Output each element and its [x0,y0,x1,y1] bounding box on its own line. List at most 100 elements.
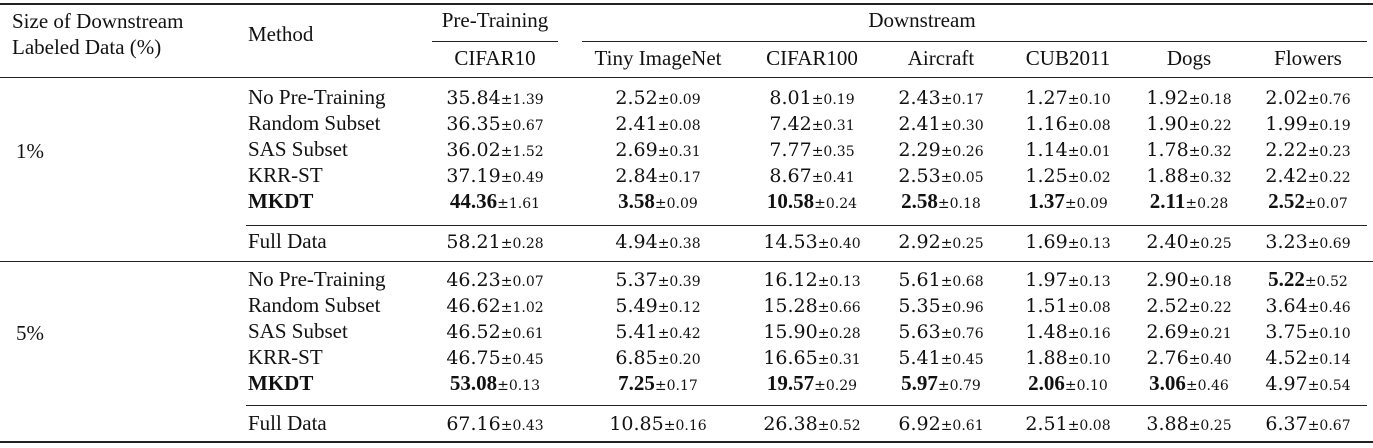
mean-value: 1.88 [1146,165,1189,187]
value-cell-aircraft: 6.92±0.61 [898,410,983,439]
value-cell-aircraft: 2.92±0.25 [898,228,983,257]
value-cell-cifar10: 36.02±1.52 [446,136,543,165]
mean-value: 2.11 [1149,189,1186,213]
value-cell-dogs: 1.92±0.18 [1146,84,1231,113]
value-cell-cifar100: 7.42±0.31 [769,110,854,139]
std-value: ±0.14 [1307,352,1351,368]
mean-value: 3.75 [1265,321,1308,343]
std-value: ±0.96 [940,300,984,316]
mean-value: 5.37 [615,269,658,291]
mean-value: 67.16 [446,413,501,435]
std-value: ±0.13 [817,274,861,290]
std-value: ±0.45 [500,352,544,368]
value-cell-cub2011: 1.88±0.10 [1025,344,1110,373]
size-header-line2: Labeled Data (%) [12,35,162,59]
mean-value: 16.12 [763,269,818,291]
column-header-aircraft: Aircraft [907,46,975,70]
mean-value: 1.27 [1025,87,1068,109]
std-value: ±0.46 [1185,378,1229,394]
std-value: ±0.09 [1064,196,1108,212]
mean-value: 3.06 [1149,371,1186,395]
value-cell-cifar10: 58.21±0.28 [446,228,543,257]
value-cell-cifar10: 46.52±0.61 [446,318,543,347]
downstream-cmidrule [582,41,1367,42]
mean-value: 36.02 [446,139,501,161]
value-cell-flowers: 6.37±0.67 [1265,410,1350,439]
mean-value: 1.16 [1025,113,1068,135]
value-cell-cub2011: 1.25±0.02 [1025,162,1110,191]
value-cell-dogs: 3.06±0.46 [1149,370,1229,399]
value-cell-cub2011: 1.14±0.01 [1025,136,1110,165]
std-value: ±0.31 [817,352,861,368]
value-cell-cifar10: 46.62±1.02 [446,292,543,321]
value-cell-flowers: 4.52±0.14 [1265,344,1350,373]
std-value: ±0.22 [1188,300,1232,316]
value-cell-tiny-imagenet: 3.58±0.09 [618,188,698,217]
mean-value: 10.85 [609,413,664,435]
std-value: ±0.66 [817,300,861,316]
method-name: No Pre-Training [248,267,386,291]
std-value: ±0.12 [657,300,701,316]
value-cell-aircraft: 2.43±0.17 [898,84,983,113]
std-value: ±0.08 [1067,300,1111,316]
value-cell-cifar10: 37.19±0.49 [446,162,543,191]
mean-value: 1.92 [1146,87,1189,109]
value-cell-dogs: 1.78±0.32 [1146,136,1231,165]
std-value: ±0.07 [1304,196,1348,212]
std-value: ±0.18 [937,196,981,212]
mean-value: 2.92 [898,231,941,253]
std-value: ±0.40 [1188,352,1232,368]
value-cell-dogs: 1.88±0.32 [1146,162,1231,191]
mean-value: 2.51 [1025,413,1068,435]
mean-value: 2.69 [615,139,658,161]
value-cell-tiny-imagenet: 5.49±0.12 [615,292,700,321]
std-value: ±0.43 [500,418,544,434]
mean-value: 35.84 [446,87,501,109]
mean-value: 3.58 [618,189,655,213]
value-cell-cifar100: 15.28±0.66 [763,292,860,321]
mean-value: 2.76 [1146,347,1189,369]
std-value: ±0.16 [1067,326,1111,342]
value-cell-cub2011: 2.51±0.08 [1025,410,1110,439]
std-value: ±0.76 [1307,92,1351,108]
std-value: ±0.32 [1188,144,1232,160]
mean-value: 46.52 [446,321,501,343]
std-value: ±0.68 [940,274,984,290]
std-value: ±0.45 [940,352,984,368]
method-name: KRR-ST [248,345,323,369]
std-value: ±0.01 [1067,144,1111,160]
mean-value: 5.22 [1268,267,1305,291]
method-name: Full Data [248,229,327,253]
mean-value: 5.35 [898,295,941,317]
mean-value: 8.01 [769,87,812,109]
value-cell-cifar10: 46.23±0.07 [446,266,543,295]
value-cell-aircraft: 2.41±0.30 [898,110,983,139]
value-cell-aircraft: 2.53±0.05 [898,162,983,191]
mean-value: 5.41 [898,347,941,369]
std-value: ±0.69 [1307,236,1351,252]
std-value: ±0.10 [1067,92,1111,108]
mean-value: 19.57 [766,371,815,395]
mean-value: 5.49 [615,295,658,317]
mean-value: 1.25 [1025,165,1068,187]
pretraining-cmidrule [432,41,558,42]
value-cell-cub2011: 1.16±0.08 [1025,110,1110,139]
bottom-rule [0,441,1373,443]
value-cell-cifar100: 15.90±0.28 [763,318,860,347]
value-cell-tiny-imagenet: 5.37±0.39 [615,266,700,295]
mean-value: 2.52 [615,87,658,109]
std-value: ±0.18 [1188,92,1232,108]
mean-value: 1.37 [1028,189,1065,213]
std-value: ±0.67 [1307,418,1351,434]
mean-value: 6.85 [615,347,658,369]
value-cell-cifar10: 44.36±1.61 [450,188,540,217]
mean-value: 2.02 [1265,87,1308,109]
mean-value: 15.90 [763,321,818,343]
std-value: ±0.13 [1067,274,1111,290]
std-value: ±0.41 [811,170,855,186]
mean-value: 7.77 [769,139,812,161]
std-value: ±0.28 [817,326,861,342]
mean-value: 4.97 [1265,373,1308,395]
value-cell-cub2011: 1.27±0.10 [1025,84,1110,113]
